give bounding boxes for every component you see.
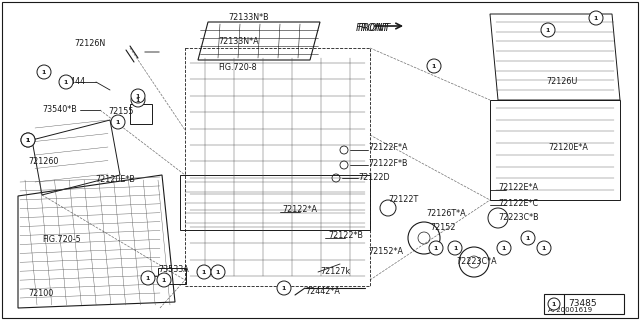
Text: 72122T: 72122T [388, 196, 419, 204]
Circle shape [157, 273, 171, 287]
Text: 1: 1 [526, 236, 530, 241]
Bar [185, 48, 370, 286]
Text: 72122F*B: 72122F*B [368, 158, 408, 167]
Text: 1: 1 [202, 269, 206, 275]
Circle shape [427, 59, 441, 73]
Circle shape [21, 133, 35, 147]
Text: 72120E*A: 72120E*A [548, 143, 588, 153]
Text: 72223C*A: 72223C*A [456, 258, 497, 267]
Text: FRONT: FRONT [356, 23, 389, 33]
Text: 721260: 721260 [28, 157, 58, 166]
Text: 73533A: 73533A [158, 266, 189, 275]
Text: 1: 1 [136, 93, 140, 99]
Text: 1: 1 [453, 245, 457, 251]
Text: 1: 1 [146, 276, 150, 281]
Text: 1: 1 [542, 245, 546, 251]
Circle shape [197, 265, 211, 279]
Text: 72442*A: 72442*A [305, 286, 340, 295]
Circle shape [59, 75, 73, 89]
Circle shape [497, 241, 511, 255]
Text: 73444: 73444 [60, 77, 85, 86]
Text: 1: 1 [162, 277, 166, 283]
Text: FIG.720-5: FIG.720-5 [42, 236, 81, 244]
Text: FRONT: FRONT [358, 23, 391, 33]
Text: 1: 1 [434, 245, 438, 251]
Circle shape [277, 281, 291, 295]
Text: 1: 1 [502, 245, 506, 251]
Text: 72126U: 72126U [546, 77, 577, 86]
Bar [130, 104, 152, 124]
Circle shape [537, 241, 551, 255]
Text: 72155: 72155 [108, 108, 134, 116]
Text: 1: 1 [546, 28, 550, 33]
Text: 73540*B: 73540*B [42, 106, 77, 115]
Circle shape [131, 89, 145, 103]
Text: 72126N: 72126N [74, 39, 105, 49]
Text: 72122D: 72122D [358, 173, 390, 182]
Circle shape [21, 133, 35, 147]
Bar [544, 294, 624, 314]
Text: 72127k: 72127k [320, 268, 350, 276]
Text: 1: 1 [26, 138, 30, 142]
Text: A720001619: A720001619 [548, 307, 593, 313]
Text: 72122E*A: 72122E*A [498, 183, 538, 193]
Text: 73485: 73485 [568, 300, 596, 308]
Text: 72100: 72100 [28, 290, 53, 299]
Bar [158, 268, 186, 284]
Text: 72133N*B: 72133N*B [228, 13, 269, 22]
Text: 1: 1 [432, 63, 436, 68]
Circle shape [429, 241, 443, 255]
Text: 72133N*A: 72133N*A [218, 37, 259, 46]
Text: 72126T*A: 72126T*A [426, 209, 466, 218]
Circle shape [548, 298, 560, 310]
Circle shape [448, 241, 462, 255]
Circle shape [141, 271, 155, 285]
Circle shape [211, 265, 225, 279]
Text: 72223C*B: 72223C*B [498, 213, 539, 222]
Text: FIG.720-8: FIG.720-8 [218, 63, 257, 73]
Text: 1: 1 [282, 285, 286, 291]
Text: 1: 1 [64, 79, 68, 84]
Text: 1: 1 [552, 301, 556, 307]
Text: 1: 1 [26, 138, 30, 142]
Text: 72120E*B: 72120E*B [95, 175, 135, 185]
Circle shape [111, 115, 125, 129]
Text: 72122*A: 72122*A [282, 205, 317, 214]
Circle shape [131, 93, 145, 107]
Text: 1: 1 [136, 98, 140, 102]
Circle shape [541, 23, 555, 37]
Text: 1: 1 [216, 269, 220, 275]
Circle shape [521, 231, 535, 245]
Circle shape [37, 65, 51, 79]
Text: 1: 1 [42, 69, 46, 75]
Text: 72152: 72152 [430, 223, 456, 233]
Text: 72152*A: 72152*A [368, 247, 403, 257]
Text: 72122E*C: 72122E*C [498, 198, 538, 207]
Text: 1: 1 [116, 119, 120, 124]
Circle shape [589, 11, 603, 25]
Text: 72122F*A: 72122F*A [368, 143, 408, 153]
Text: 1: 1 [594, 15, 598, 20]
Text: 72122*B: 72122*B [328, 231, 363, 241]
